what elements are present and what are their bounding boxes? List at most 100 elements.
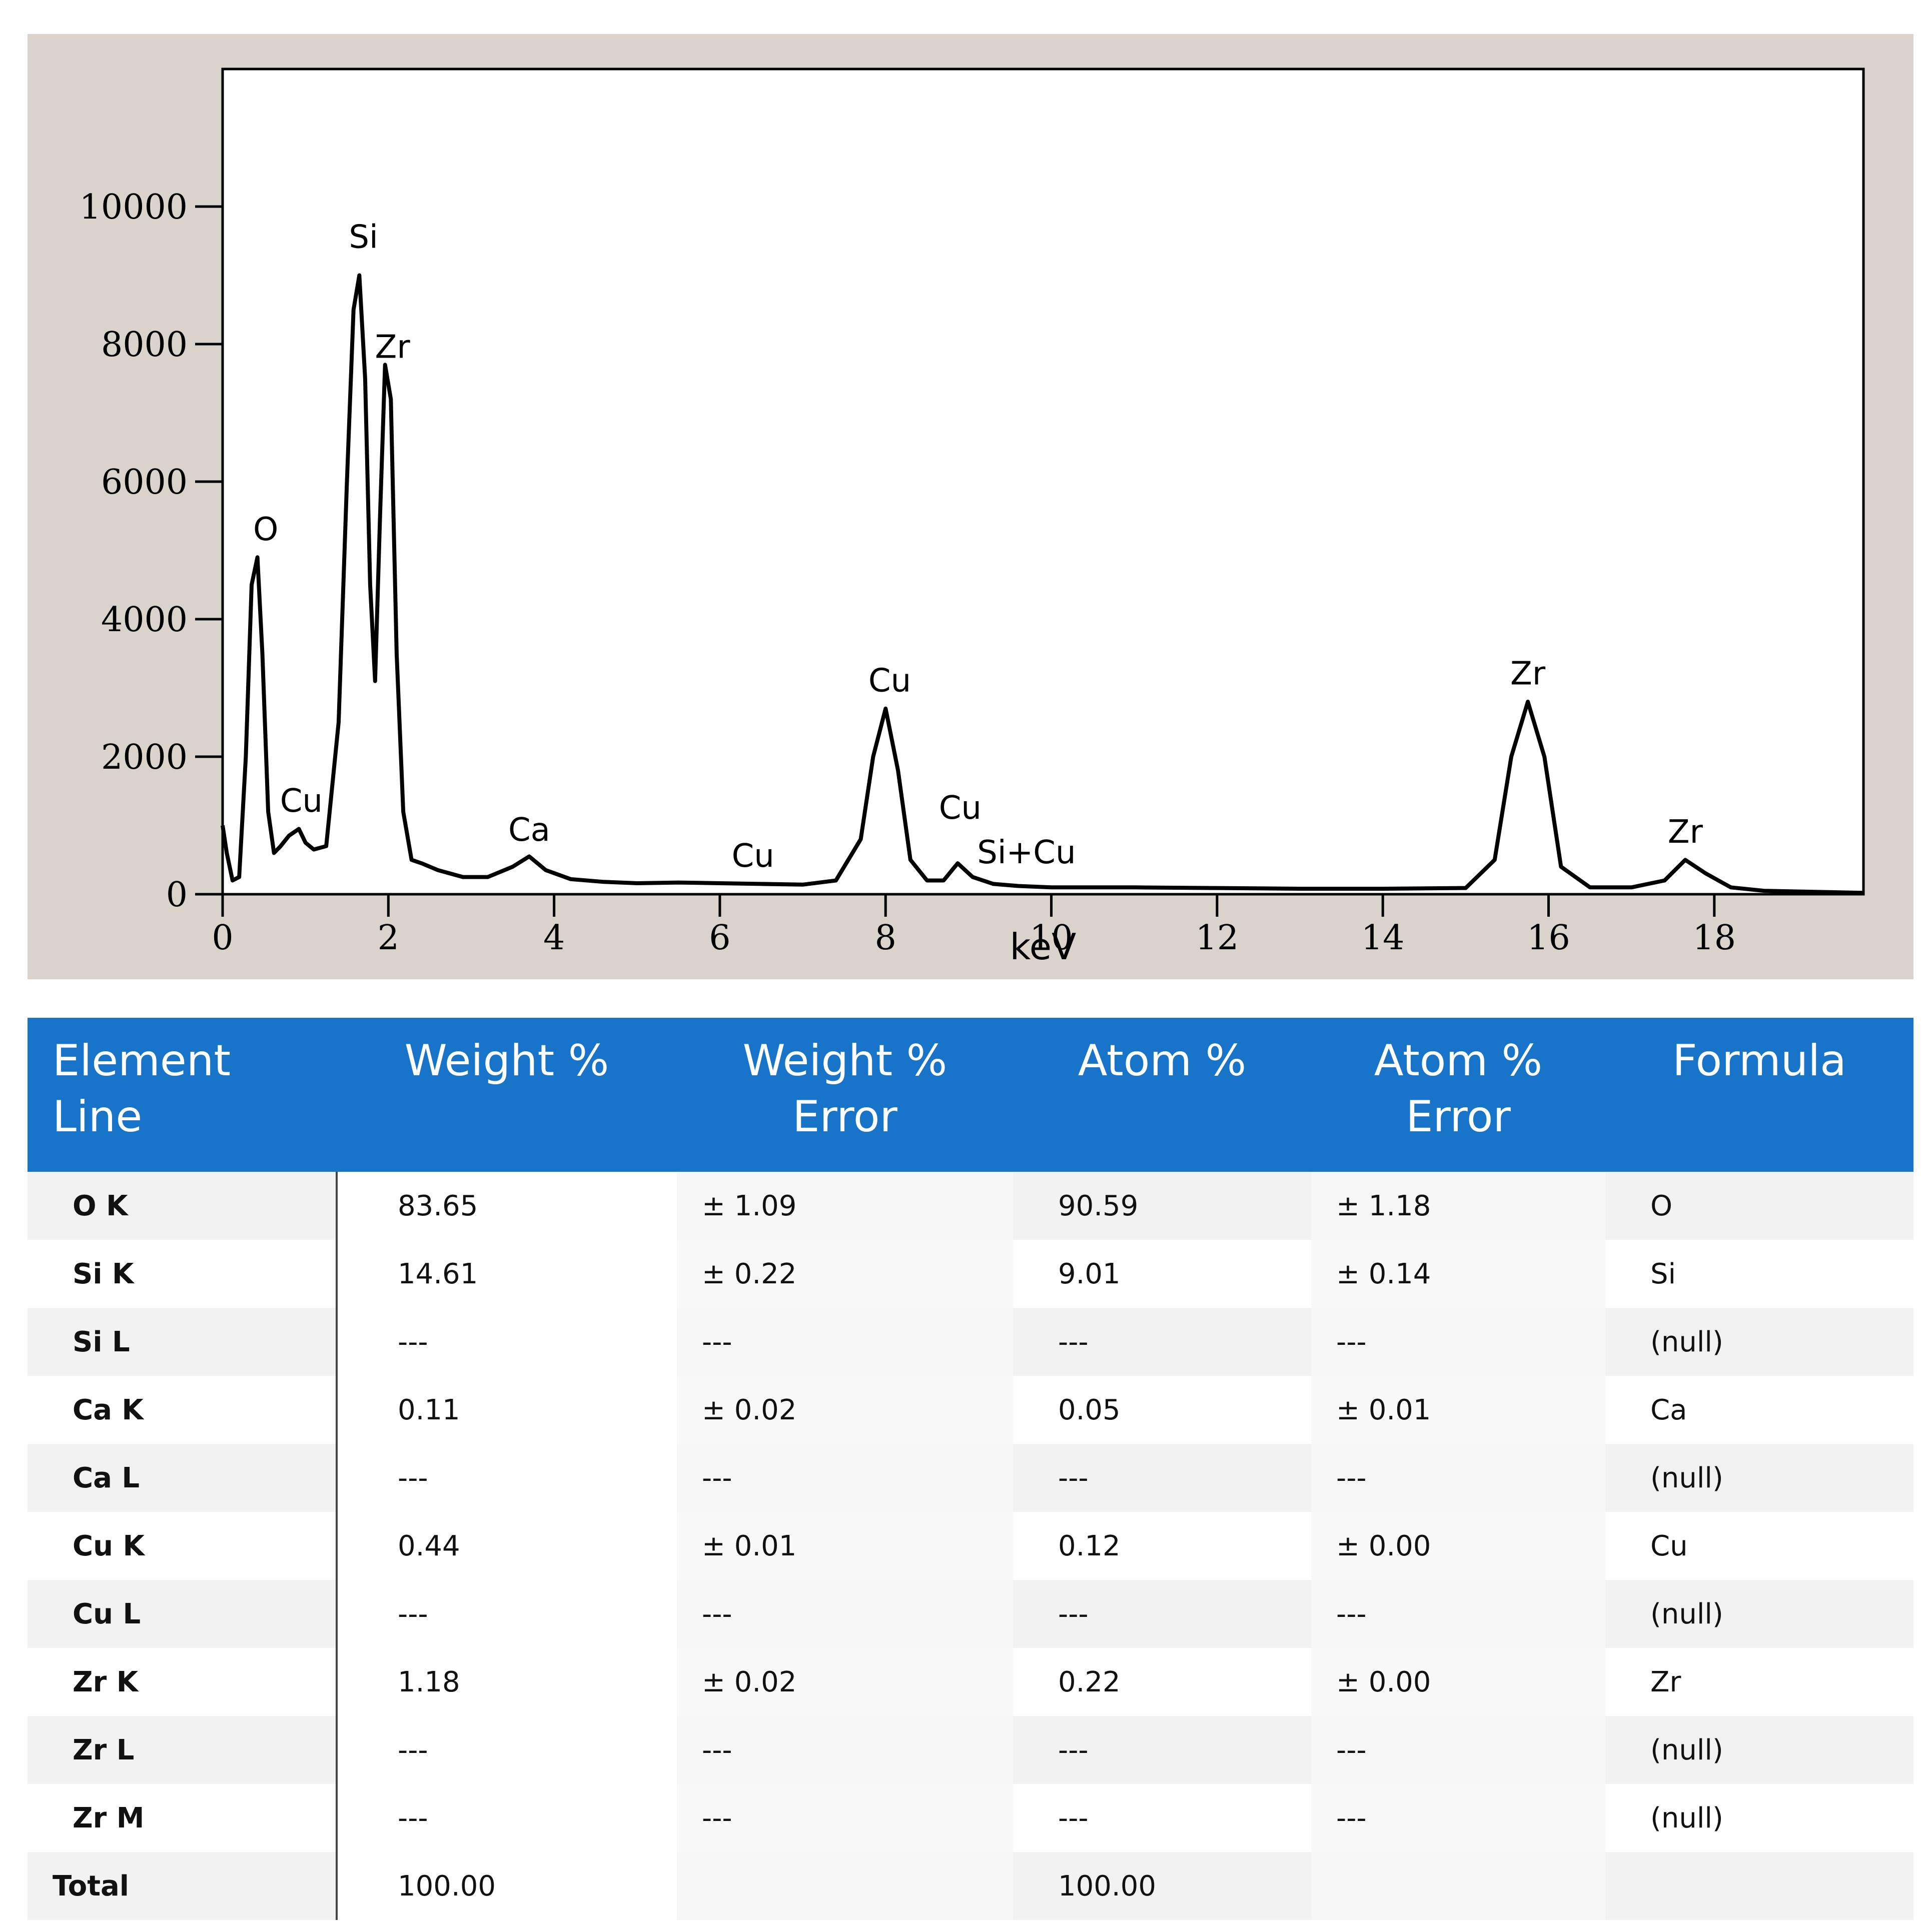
table-cell: ± 0.00 [1311, 1512, 1605, 1580]
table-cell: O K [28, 1172, 337, 1240]
table-body: O K 83.65 ± 1.09 90.59 ± 1.18 O Si K 14.61 ± 0.2… [28, 1172, 1913, 1920]
table-cell: 100.00 [1013, 1852, 1311, 1920]
table-cell: --- [677, 1716, 1013, 1784]
table-cell: --- [1013, 1716, 1311, 1784]
peak-label: Si+Cu [977, 834, 1076, 871]
table-cell: --- [336, 1444, 677, 1512]
table-cell: Cu K [28, 1512, 337, 1580]
table-cell: 14.61 [336, 1240, 677, 1308]
table-row: Zr M --- --- --- --- (null) [28, 1784, 1913, 1852]
table-cell: ± 0.01 [1311, 1376, 1605, 1444]
table-header-row: Element Line Weight % Weight % Error Ato… [28, 1018, 1913, 1172]
table-cell: ± 0.22 [677, 1240, 1013, 1308]
table-cell: Zr [1605, 1648, 1913, 1716]
table-row: Zr L --- --- --- --- (null) [28, 1716, 1913, 1784]
table-cell: 1.18 [336, 1648, 677, 1716]
composition-table-wrap: Element Line Weight % Weight % Error Ato… [28, 1018, 1913, 1920]
table-cell: 0.44 [336, 1512, 677, 1580]
table-cell: 90.59 [1013, 1172, 1311, 1240]
y-tick-label: 0 [166, 875, 188, 915]
plot-area [221, 68, 1865, 896]
peak-label: Zr [375, 329, 411, 366]
table-cell: 0.11 [336, 1376, 677, 1444]
table-cell: 0.05 [1013, 1376, 1311, 1444]
composition-table: Element Line Weight % Weight % Error Ato… [28, 1018, 1913, 1920]
table-cell: ± 0.14 [1311, 1240, 1605, 1308]
table-cell: --- [1013, 1444, 1311, 1512]
peak-label: Cu [868, 662, 911, 699]
table-row: Si K 14.61 ± 0.22 9.01 ± 0.14 Si [28, 1240, 1913, 1308]
table-cell: 0.12 [1013, 1512, 1311, 1580]
table-cell: (null) [1605, 1716, 1913, 1784]
table-cell: Si K [28, 1240, 337, 1308]
table-cell: --- [1311, 1444, 1605, 1512]
y-tick-label: 4000 [101, 600, 188, 640]
table-cell: (null) [1605, 1784, 1913, 1852]
table-cell: Si [1605, 1240, 1913, 1308]
peak-labels: O Si Zr Cu Ca Cu Cu Cu Si+Cu Zr Zr [253, 219, 1703, 875]
table-cell: ± 1.18 [1311, 1172, 1605, 1240]
peak-label: Zr [1510, 656, 1546, 693]
peak-label: Cu [280, 783, 323, 820]
table-row: Cu L --- --- --- --- (null) [28, 1580, 1913, 1648]
header-formula: Formula [1605, 1018, 1913, 1172]
table-row: Zr K 1.18 ± 0.02 0.22 ± 0.00 Zr [28, 1648, 1913, 1716]
table-row: O K 83.65 ± 1.09 90.59 ± 1.18 O [28, 1172, 1913, 1240]
table-cell: --- [1311, 1716, 1605, 1784]
table-cell [1605, 1852, 1913, 1920]
table-cell: Zr L [28, 1716, 337, 1784]
table-cell: --- [1311, 1308, 1605, 1376]
peak-label: Zr [1668, 814, 1703, 851]
table-cell: O [1605, 1172, 1913, 1240]
spectrum-chart: 0 2000 4000 6000 8000 10000 0 2 4 6 8 10 12 14 16 18 O… [80, 68, 1865, 968]
table-row: Ca K 0.11 ± 0.02 0.05 ± 0.01 Ca [28, 1376, 1913, 1444]
y-tick-label: 8000 [101, 325, 188, 365]
header-weight-percent: Weight % [337, 1018, 677, 1172]
x-tick-label: 10 [1030, 918, 1073, 958]
x-axis-label: keV [1010, 926, 1077, 968]
table-cell: ± 0.02 [677, 1648, 1013, 1716]
table-cell: 0.22 [1013, 1648, 1311, 1716]
y-tick-label: 2000 [101, 738, 188, 777]
x-tick-label: 4 [543, 918, 565, 958]
peak-label: Si [349, 219, 378, 256]
spectrum-series-line [221, 273, 1864, 895]
table-cell: --- [677, 1784, 1013, 1852]
table-cell: --- [336, 1308, 677, 1376]
table-cell: (null) [1605, 1444, 1913, 1512]
peak-label: Cu [732, 838, 774, 875]
table-cell: Ca [1605, 1376, 1913, 1444]
table-cell [1311, 1852, 1605, 1920]
table-cell: ± 0.02 [677, 1376, 1013, 1444]
table-cell: 100.00 [336, 1852, 677, 1920]
table-cell: --- [1311, 1580, 1605, 1648]
table-cell: Ca L [28, 1444, 337, 1512]
table-cell: Ca K [28, 1376, 337, 1444]
table-cell: --- [677, 1444, 1013, 1512]
table-cell: --- [1013, 1580, 1311, 1648]
x-tick-label: 6 [709, 918, 730, 958]
header-element-line: Element Line [28, 1018, 337, 1172]
table-cell: --- [677, 1580, 1013, 1648]
x-tick-label: 18 [1693, 918, 1736, 958]
table-cell: Cu L [28, 1580, 337, 1648]
header-atom-percent: Atom % [1013, 1018, 1311, 1172]
table-cell: (null) [1605, 1580, 1913, 1648]
table-cell: Si L [28, 1308, 337, 1376]
table-cell: Zr K [28, 1648, 337, 1716]
x-tick-label: 14 [1361, 918, 1405, 958]
table-cell: --- [336, 1716, 677, 1784]
table-row: Ca L --- --- --- --- (null) [28, 1444, 1913, 1512]
y-axis: 0 2000 4000 6000 8000 10000 [80, 188, 223, 915]
table-cell: --- [677, 1308, 1013, 1376]
x-tick-label: 0 [212, 918, 233, 958]
x-axis: 0 2 4 6 8 10 12 14 16 18 [212, 894, 1736, 958]
y-tick-label: 6000 [101, 463, 188, 502]
table-cell: 83.65 [336, 1172, 677, 1240]
spectrum-chart-panel: 0 2000 4000 6000 8000 10000 0 2 4 6 8 10 12 14 16 18 O… [28, 34, 1913, 979]
table-cell: ± 0.01 [677, 1512, 1013, 1580]
table-row: Si L --- --- --- --- (null) [28, 1308, 1913, 1376]
table-row: Total 100.00 100.00 [28, 1852, 1913, 1920]
x-tick-label: 8 [875, 918, 896, 958]
table-cell: --- [1013, 1784, 1311, 1852]
